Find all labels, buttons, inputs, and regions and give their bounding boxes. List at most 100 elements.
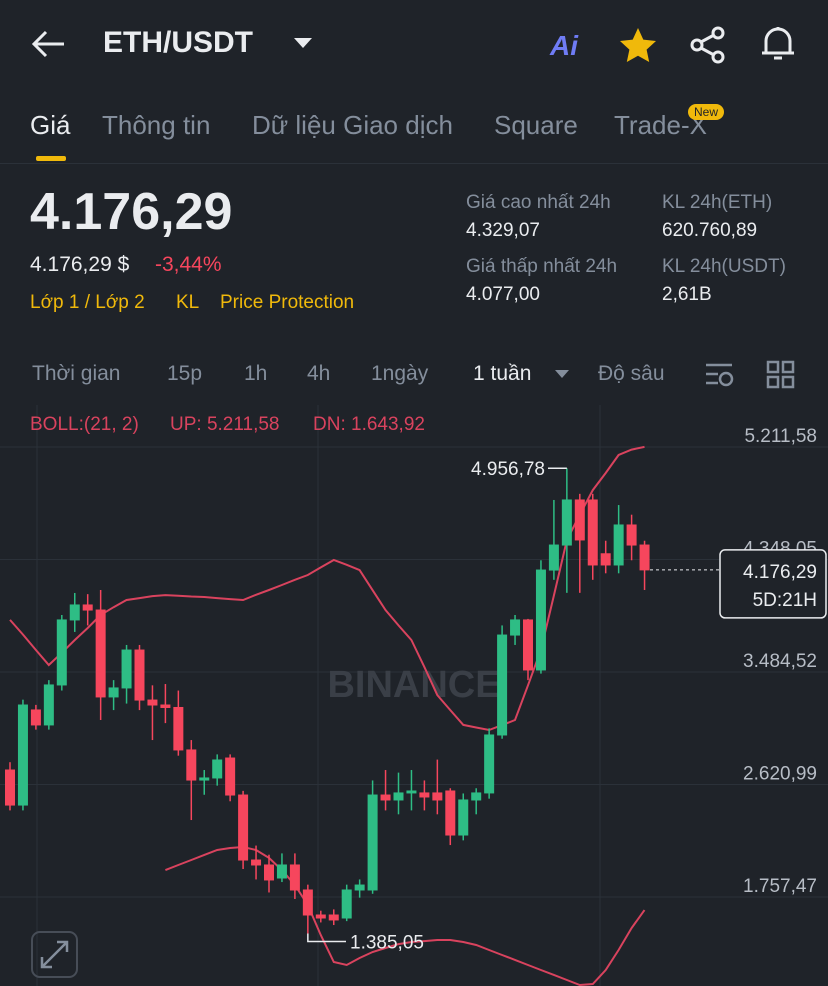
- tab[interactable]: Dữ liệu Giao dịch: [252, 110, 453, 140]
- candle-body: [380, 794, 391, 801]
- candle-body: [186, 749, 197, 781]
- candle-body: [406, 790, 417, 794]
- candle-body: [548, 544, 559, 571]
- tab-indicator: [36, 156, 66, 161]
- candle-body: [238, 794, 249, 861]
- candle-body: [471, 792, 482, 801]
- stat-label: KL 24h(USDT): [662, 256, 786, 277]
- candle-body: [393, 792, 404, 801]
- ai-button[interactable]: Ai: [550, 30, 578, 61]
- candle-body: [289, 864, 300, 891]
- interval[interactable]: Độ sâu: [598, 362, 665, 385]
- stat-label: Giá thấp nhất 24h: [466, 256, 618, 277]
- candle-body: [613, 524, 624, 566]
- interval[interactable]: 4h: [307, 362, 331, 385]
- current-price-box: [719, 549, 827, 619]
- candle-body: [30, 709, 41, 726]
- interval[interactable]: 15p: [167, 362, 203, 385]
- candle-body: [134, 649, 145, 701]
- candle-body: [445, 790, 456, 836]
- stat-value: 620.760,89: [662, 220, 758, 241]
- stat-label: Giá cao nhất 24h: [466, 192, 611, 213]
- bell-icon[interactable]: [758, 24, 798, 64]
- candle-body: [212, 759, 223, 779]
- countdown: 5D:21H: [753, 590, 817, 611]
- candle-body: [302, 889, 313, 916]
- candle-body: [432, 792, 443, 801]
- candle-body: [535, 569, 546, 671]
- interval[interactable]: 1 tuần: [473, 362, 532, 385]
- watermark: BINANCE: [327, 664, 500, 706]
- annotation-line: [307, 933, 346, 943]
- candle-body: [199, 777, 210, 781]
- tab[interactable]: Giá: [30, 110, 71, 140]
- tab[interactable]: Square: [494, 110, 578, 140]
- annotation-label: 1.385,05: [350, 932, 424, 953]
- candle-body: [147, 699, 158, 706]
- dropdown-icon[interactable]: [292, 36, 316, 50]
- divider: [0, 163, 828, 164]
- stat-value: 4.077,00: [466, 284, 540, 305]
- share-icon[interactable]: [688, 26, 728, 64]
- tag[interactable]: Lớp 1 / Lớp 2: [30, 292, 145, 313]
- fiat-price: 4.176,29 $: [30, 253, 130, 276]
- candle-body: [108, 687, 119, 698]
- candlestick-chart: BINANCE BOLL:(21, 2) UP: 5.211,58 DN: 1.…: [0, 405, 828, 986]
- y-tick-label: 5.211,58: [744, 426, 817, 447]
- candle-body: [225, 757, 236, 796]
- candle-body: [497, 634, 508, 736]
- candle-body: [510, 619, 521, 636]
- stat-label: KL 24h(ETH): [662, 192, 773, 213]
- candle-body: [160, 704, 171, 708]
- candle-body: [121, 649, 132, 689]
- candle-body: [587, 499, 598, 566]
- boll-dn: DN: 1.643,92: [313, 414, 425, 435]
- candle-body: [419, 792, 430, 798]
- pair-title[interactable]: ETH/USDT: [103, 26, 253, 59]
- annotation-label: 4.956,78: [471, 459, 545, 480]
- candle-body: [484, 734, 495, 794]
- last-price: 4.176,29: [30, 183, 233, 241]
- candle-body: [315, 914, 326, 919]
- candle-body: [56, 619, 67, 686]
- candle-body: [264, 864, 274, 881]
- tag[interactable]: Price Protection: [220, 292, 355, 313]
- interval[interactable]: 1h: [244, 362, 268, 385]
- interval[interactable]: 1ngày: [371, 362, 429, 385]
- candle-body: [69, 604, 80, 621]
- candle-body: [251, 859, 262, 866]
- candle-body: [5, 769, 15, 806]
- stat-value: 4.329,07: [466, 220, 540, 241]
- tag[interactable]: KL: [176, 292, 200, 313]
- candle-body: [95, 609, 106, 698]
- boll-up: UP: 5.211,58: [170, 414, 280, 435]
- y-tick-label: 2.620,99: [743, 763, 817, 784]
- y-tick-label: 1.757,47: [743, 876, 817, 897]
- candle-body: [626, 524, 637, 546]
- expand-button[interactable]: [31, 931, 78, 978]
- candle-body: [367, 794, 378, 891]
- candle-body: [458, 799, 469, 836]
- back-icon[interactable]: [28, 28, 68, 60]
- candle-body: [82, 604, 93, 611]
- tab[interactable]: Thông tin: [102, 110, 211, 140]
- new-badge: New: [688, 104, 725, 120]
- candle-body: [523, 619, 533, 671]
- price-change: -3,44%: [155, 253, 222, 276]
- candle-body: [328, 914, 339, 921]
- star-icon[interactable]: [618, 26, 658, 64]
- candle-body: [639, 544, 650, 571]
- indicator-icon[interactable]: [704, 360, 736, 390]
- candle-body: [561, 499, 572, 546]
- candle-body: [600, 553, 611, 566]
- candle-body: [341, 889, 352, 919]
- y-tick-label: 3.484,52: [743, 651, 817, 672]
- candle-body: [173, 706, 184, 751]
- dropdown-icon[interactable]: [554, 369, 570, 379]
- candle-body: [43, 684, 54, 726]
- interval[interactable]: Thời gian: [32, 362, 121, 385]
- candle-body: [354, 884, 365, 891]
- boll-label: BOLL:(21, 2): [30, 414, 139, 435]
- layout-icon[interactable]: [766, 360, 796, 390]
